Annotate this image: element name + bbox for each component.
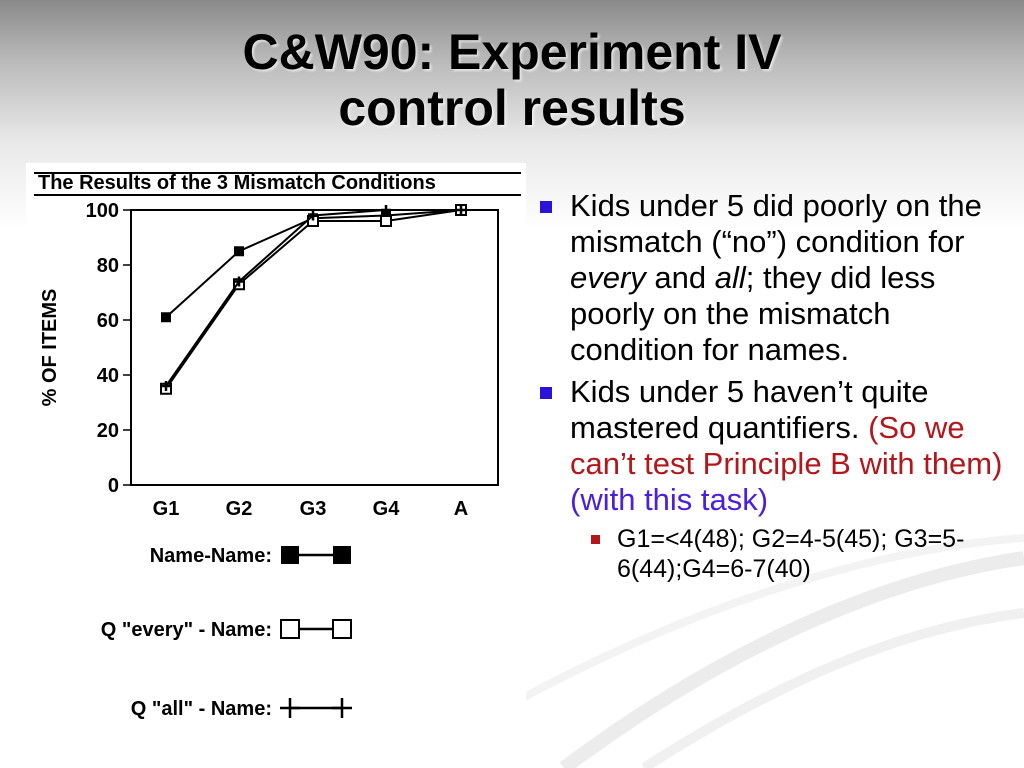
sub-bullet-square-icon	[591, 535, 600, 544]
bullet-item-2: Kids under 5 haven’t quite mastered quan…	[538, 374, 1008, 518]
y-tick-label: 20	[97, 420, 119, 442]
data-point-series-3	[381, 205, 391, 215]
y-tick-label: 80	[97, 255, 119, 277]
legend-marker-3	[332, 698, 352, 718]
results-figure: The Results of the 3 Mismatch Conditions…	[26, 163, 526, 728]
data-point-series-3	[161, 381, 171, 391]
legend-label-2: Q "every" - Name:	[101, 619, 272, 641]
legend-label-3: Q "all" - Name:	[131, 698, 272, 720]
data-point-series-1	[161, 312, 171, 323]
legend-marker-3	[280, 698, 300, 718]
bullet-1-emphasis-every: every	[570, 260, 646, 295]
x-tick-label: G3	[300, 498, 327, 520]
background-swoosh-decoration	[504, 534, 1024, 768]
data-point-series-3	[308, 210, 318, 221]
bullet-list: Kids under 5 did poorly on the mismatch …	[538, 188, 1008, 584]
legend-marker-2	[280, 619, 300, 639]
x-tick-label: G1	[153, 498, 180, 520]
bullet-1-text-c: ; they did less poorly on the mismatch c…	[570, 260, 936, 367]
data-point-series-1	[234, 246, 244, 257]
y-tick-label: 0	[108, 475, 119, 497]
bullet-1-emphasis-all: all	[714, 260, 746, 295]
sub-bullet-age-groups: G1=<4(48); G2=4-5(45); G3=5-6(44);G4=6-7…	[585, 524, 1008, 584]
legend-marker-2	[332, 619, 352, 639]
bullet-2-red-aside: (So we can’t test Principle B with them)	[570, 410, 1003, 481]
bullet-square-icon	[540, 201, 552, 213]
data-point-series-2	[380, 215, 392, 227]
mismatch-results-chart: The Results of the 3 Mismatch Conditions…	[34, 172, 521, 720]
data-point-series-3	[456, 205, 466, 215]
bullet-square-icon	[540, 387, 552, 399]
y-axis-label: % OF ITEMS	[39, 289, 61, 407]
x-tick-label: G4	[373, 498, 401, 520]
y-tick-label: 60	[97, 310, 119, 332]
bullet-item-1: Kids under 5 did poorly on the mismatch …	[538, 188, 1008, 368]
series-line-3	[165, 209, 461, 387]
bullet-1-text-b: and	[645, 260, 715, 295]
y-tick-label: 100	[86, 200, 119, 222]
legend-marker-1	[281, 546, 299, 564]
series-line-2	[165, 209, 462, 390]
slide-title: C&W90: Experiment IV control results	[0, 24, 1024, 136]
slide-title-line-2: control results	[338, 80, 686, 136]
data-point-series-3	[234, 276, 244, 287]
x-tick-label: A	[454, 498, 468, 520]
plot-frame	[130, 209, 499, 486]
legend-label-1: Name-Name:	[150, 545, 272, 567]
slide-title-line-1: C&W90: Experiment IV	[242, 24, 782, 80]
bullet-2-blue-aside: (with this task)	[570, 482, 769, 517]
bullet-1-text-a: Kids under 5 did poorly on the mismatch …	[570, 188, 982, 259]
sub-bullet-text: G1=<4(48); G2=4-5(45); G3=5-6(44);G4=6-7…	[617, 525, 965, 583]
chart-title: The Results of the 3 Mismatch Conditions	[38, 172, 436, 194]
y-tick-label: 40	[97, 365, 119, 387]
bullet-2-text: Kids under 5 haven’t quite mastered quan…	[570, 374, 929, 445]
x-tick-label: G2	[226, 498, 253, 520]
legend-marker-1	[333, 546, 351, 564]
